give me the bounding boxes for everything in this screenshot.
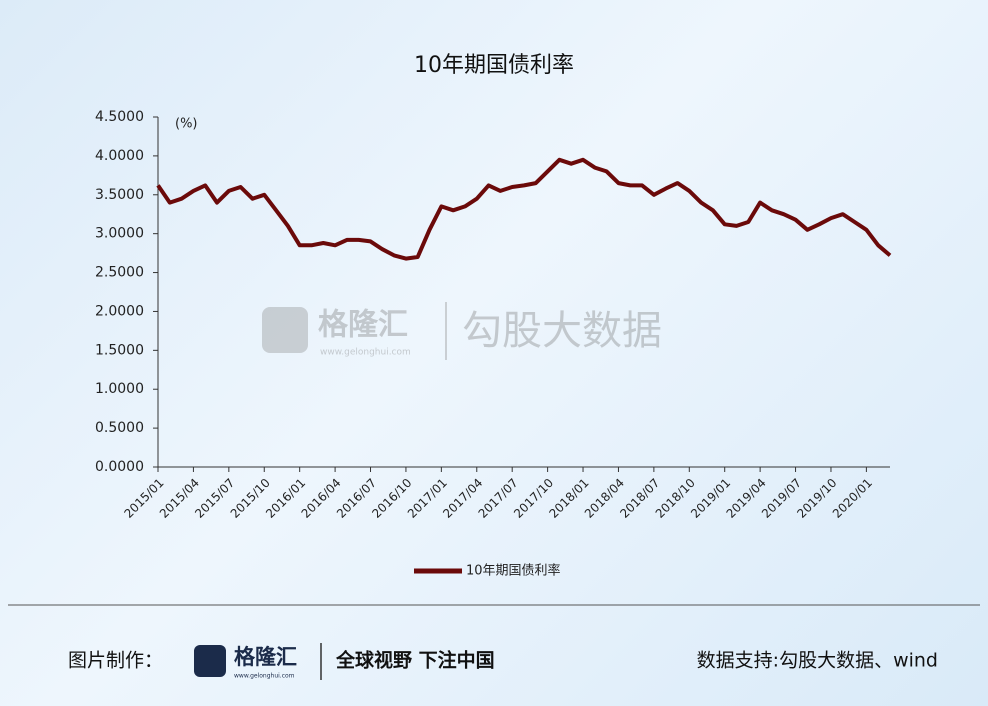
y-tick-label: 1.5000 [95, 342, 144, 358]
y-tick-label: 3.5000 [95, 187, 144, 203]
watermark-partner: 勾股大数据 [462, 308, 662, 354]
watermark-brand: 格隆汇 [318, 308, 408, 343]
y-tick-label: 2.0000 [95, 303, 144, 319]
data-line [156, 157, 892, 261]
watermark-logo [262, 307, 308, 353]
y-tick-label: 4.0000 [95, 148, 144, 164]
y-tick-label: 1.0000 [95, 381, 144, 397]
footer-made-by: 图片制作： [68, 650, 163, 672]
y-tick-label: 4.5000 [95, 109, 144, 125]
y-tick-label: 0.5000 [95, 420, 144, 436]
y-tick-label: 2.5000 [95, 265, 144, 281]
footer-slogan: 全球视野 下注中国 [335, 649, 495, 672]
watermark: 格隆汇 www.gelonghui.com 勾股大数据 [262, 302, 662, 360]
x-tick-label: 2020/01 [830, 476, 875, 521]
legend-label: 10年期国债利率 [466, 563, 561, 579]
footer-site: www.gelonghui.com [234, 673, 295, 680]
y-tick-label: 3.0000 [95, 226, 144, 242]
watermark-site: www.gelonghui.com [320, 348, 411, 358]
footer-logo [194, 645, 226, 677]
footer-brand: 格隆汇 [234, 645, 297, 669]
chart-title: 10年期国债利率 [414, 53, 574, 78]
y-tick-label: 0.0000 [95, 459, 144, 475]
footer-source: 数据支持:勾股大数据、wind [697, 650, 938, 672]
y-unit: (%) [175, 117, 198, 132]
